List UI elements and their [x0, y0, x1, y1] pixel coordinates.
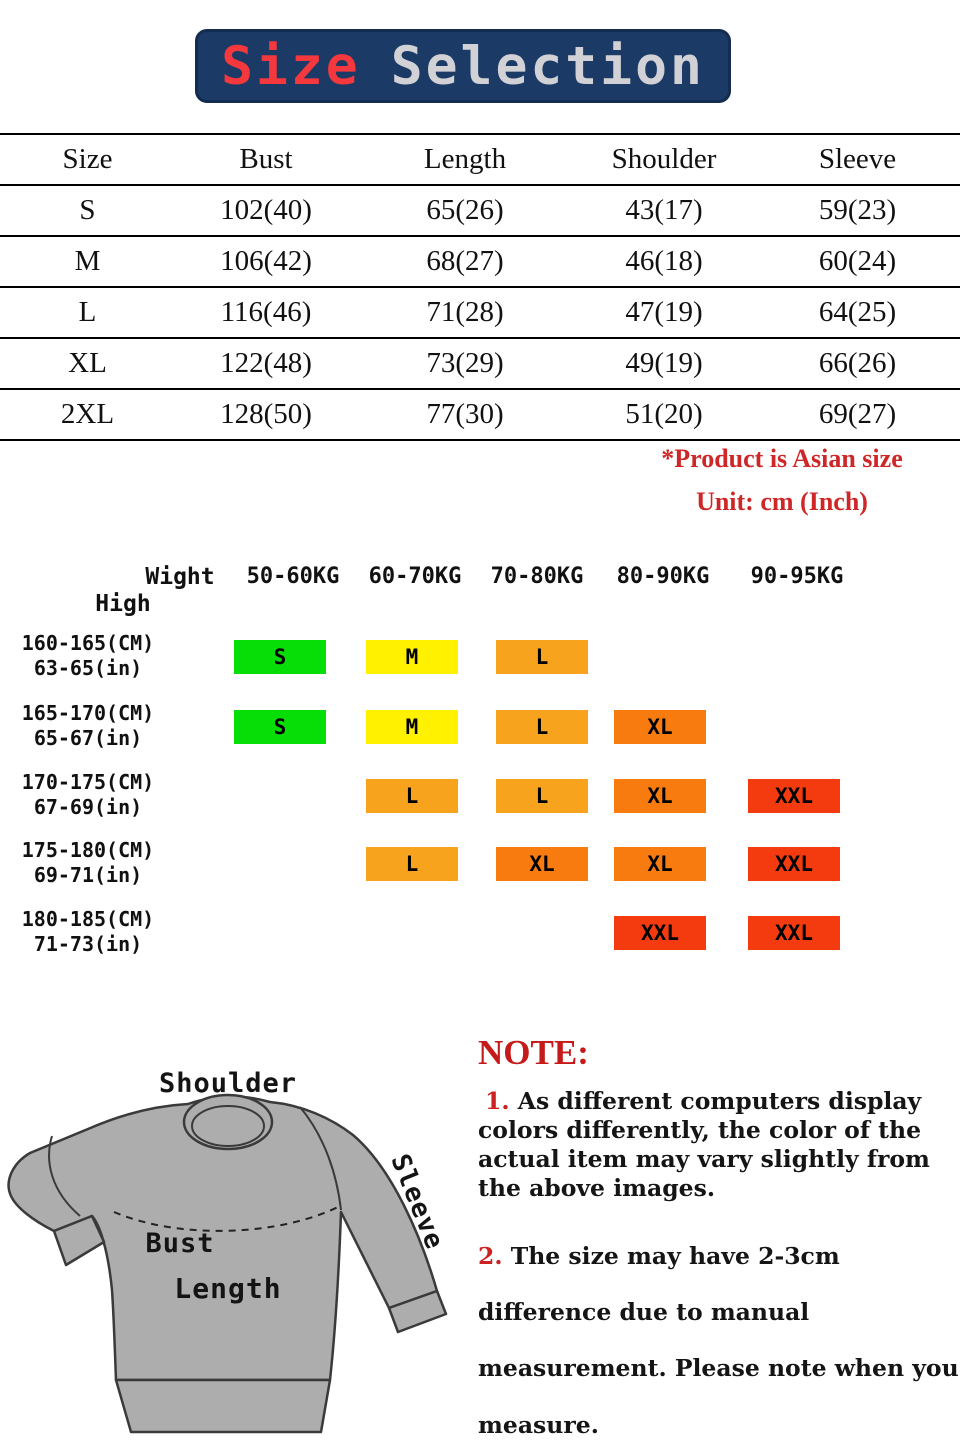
height-range-label: 180-185(CM) 71-73(in) [21, 907, 155, 956]
size-cell: 46(18) [573, 236, 755, 288]
weight-range-header: 50-60KG [246, 564, 340, 589]
size-cell: 2XL [0, 389, 175, 441]
size-table: Size Bust Length Shoulder Sleeve S 102(40) 65(… [0, 133, 960, 441]
size-recommendation-cell: L [366, 847, 458, 881]
height-range-label: 160-165(CM) 63-65(in) [21, 631, 155, 680]
size-recommendation-cell: L [496, 710, 588, 744]
size-cell: 106(42) [175, 236, 357, 288]
note-text: As different computers display colors di… [478, 1087, 930, 1203]
right-cuff [387, 1289, 448, 1334]
size-recommendation-cell: L [496, 640, 588, 674]
size-cell: 47(19) [573, 287, 755, 339]
size-cell: 59(23) [755, 185, 960, 237]
shoulder-label: Shoulder [159, 1068, 297, 1099]
size-cell: 77(30) [357, 389, 573, 441]
size-recommendation-cell: XL [614, 847, 706, 881]
size-recommendation-cell: S [234, 640, 326, 674]
height-range-label: 175-180(CM) 69-71(in) [21, 838, 155, 887]
size-cell: 73(29) [357, 338, 573, 390]
note-text: The size may have 2-3cm difference due t… [478, 1241, 959, 1439]
asian-size-note: *Product is Asian size Unit: cm (Inch) [532, 443, 960, 517]
weight-range-header: 90-95KG [750, 564, 844, 589]
height-range-label: 165-170(CM) 65-67(in) [21, 701, 155, 750]
bust-dashed-line [113, 1205, 341, 1232]
size-cell: 66(26) [755, 338, 960, 390]
size-cell: 49(19) [573, 338, 755, 390]
title-word-selection: Selection [390, 35, 705, 97]
column-header: Sleeve [755, 134, 960, 186]
column-header: Shoulder [573, 134, 755, 186]
weight-range-header: 70-80KG [490, 564, 584, 589]
title-banner: Size Selection [195, 29, 731, 103]
weight-range-header: 80-90KG [616, 564, 710, 589]
note-number: 1. [485, 1087, 518, 1115]
height-axis-label: High [95, 591, 151, 617]
weight-height-chart: Wight High 50-60KG 60-70KG 70-80KG 80-90KG 9… [0, 560, 960, 980]
size-row: 2XL 128(50) 77(30) 51(20) 69(27) [0, 389, 960, 441]
title-word-size: Size [221, 35, 361, 97]
left-cuff [52, 1214, 106, 1267]
size-cell: 102(40) [175, 185, 357, 237]
size-cell: 71(28) [357, 287, 573, 339]
size-cell: XL [0, 338, 175, 390]
weight-range-header: 60-70KG [368, 564, 462, 589]
asian-size-line: *Product is Asian size [661, 444, 903, 473]
size-row: XL 122(48) 73(29) 49(19) 66(26) [0, 338, 960, 390]
note-section: NOTE: 1. As different computers display … [478, 1033, 960, 1442]
size-cell: 65(26) [357, 185, 573, 237]
column-header: Bust [175, 134, 357, 186]
size-recommendation-cell: XL [496, 847, 588, 881]
size-recommendation-cell: XXL [748, 847, 840, 881]
size-cell: 69(27) [755, 389, 960, 441]
size-recommendation-cell: L [496, 779, 588, 813]
size-recommendation-cell: XL [614, 779, 706, 813]
weight-axis-label: Wight [145, 564, 215, 590]
collar-inner [191, 1105, 265, 1147]
sweater-waistband [114, 1378, 332, 1434]
right-raglan-seam [299, 1106, 342, 1211]
size-cell: 122(48) [175, 338, 357, 390]
size-cell: 128(50) [175, 389, 357, 441]
size-cell: 64(25) [755, 287, 960, 339]
note-item: 2. The size may have 2-3cm difference du… [478, 1228, 960, 1442]
size-recommendation-cell: M [366, 640, 458, 674]
length-label: Length [174, 1272, 281, 1305]
size-cell: 60(24) [755, 236, 960, 288]
size-cell: 68(27) [357, 236, 573, 288]
size-row: L 116(46) 71(28) 47(19) 64(25) [0, 287, 960, 339]
size-recommendation-cell: XXL [614, 916, 706, 950]
unit-line: Unit: cm (Inch) [696, 487, 868, 516]
size-cell: 51(20) [573, 389, 755, 441]
size-recommendation-cell: XXL [748, 916, 840, 950]
size-table-header-row: Size Bust Length Shoulder Sleeve [0, 134, 960, 186]
size-recommendation-cell: L [366, 779, 458, 813]
note-item: 1. As different computers display colors… [478, 1087, 960, 1204]
size-recommendation-cell: XL [614, 710, 706, 744]
size-row: M 106(42) 68(27) 46(18) 60(24) [0, 236, 960, 288]
sweater-measurement-diagram: Shoulder Sleeve Bust Length [7, 1068, 450, 1434]
left-raglan-seam [48, 1135, 81, 1217]
size-cell: S [0, 185, 175, 237]
size-row: S 102(40) 65(26) 43(17) 59(23) [0, 185, 960, 237]
size-recommendation-cell: S [234, 710, 326, 744]
height-range-label: 170-175(CM) 67-69(in) [21, 770, 155, 819]
size-cell: 43(17) [573, 185, 755, 237]
size-recommendation-cell: XXL [748, 779, 840, 813]
size-cell: M [0, 236, 175, 288]
size-recommendation-cell: M [366, 710, 458, 744]
bust-label: Bust [145, 1228, 214, 1259]
note-heading: NOTE: [478, 1033, 589, 1072]
column-header: Length [357, 134, 573, 186]
size-cell: 116(46) [175, 287, 357, 339]
size-cell: L [0, 287, 175, 339]
column-header: Size [0, 134, 175, 186]
note-number: 2. [478, 1241, 511, 1270]
